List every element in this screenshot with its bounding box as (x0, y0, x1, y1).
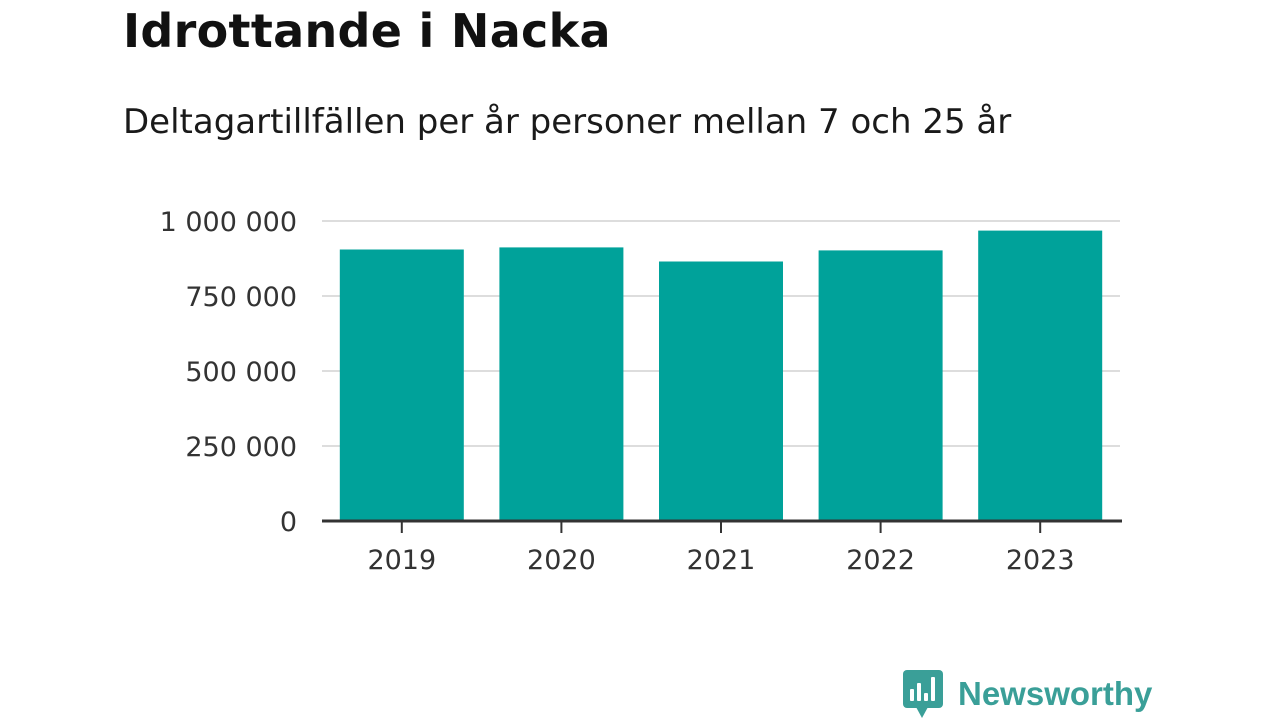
bar-2022 (818, 250, 943, 521)
x-tick-label: 2023 (1006, 545, 1075, 576)
x-tick-label: 2019 (367, 545, 436, 576)
bar-2020 (499, 247, 624, 521)
chart-title: Idrottande i Nacka (123, 4, 611, 58)
newsworthy-logo: Newsworthy (902, 669, 1152, 719)
y-tick-label: 750 000 (185, 282, 297, 313)
newsworthy-brand-name: Newsworthy (958, 675, 1153, 712)
x-tick-label: 2021 (687, 545, 756, 576)
y-tick-label: 0 (280, 507, 297, 538)
bar-2023 (978, 230, 1103, 521)
x-tick-label: 2020 (527, 545, 596, 576)
bar-2019 (339, 249, 464, 521)
y-axis-ticks: 0 250 000 500 000 750 000 1 000 000 (160, 207, 297, 538)
y-tick-label: 1 000 000 (160, 207, 297, 238)
newsworthy-logo-icon (903, 670, 943, 718)
bars (339, 230, 1103, 521)
x-tick-label: 2022 (846, 545, 915, 576)
y-tick-label: 500 000 (185, 357, 297, 388)
bar-2021 (659, 261, 783, 521)
x-axis: 2019 2020 2021 2022 2023 (322, 519, 1122, 576)
y-tick-label: 250 000 (185, 432, 297, 463)
chart-subtitle: Deltagartillfällen per år personer mella… (123, 102, 1012, 142)
